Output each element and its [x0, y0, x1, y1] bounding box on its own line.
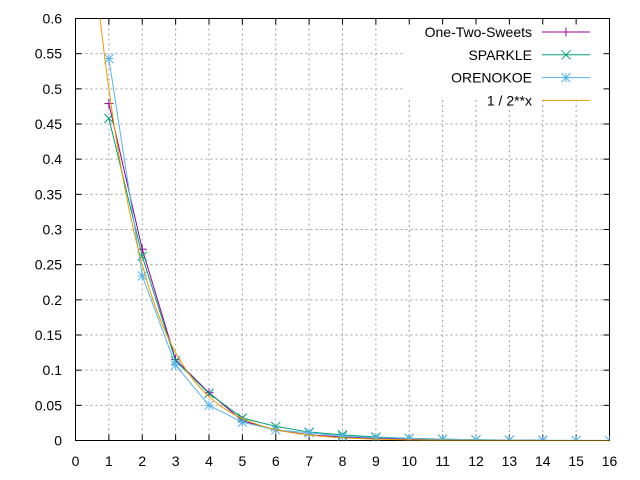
- data-point: [304, 427, 314, 438]
- marker-stroke: [204, 388, 214, 399]
- marker-stroke: [406, 433, 415, 441]
- x-tick-label: 6: [272, 453, 280, 469]
- marker-stroke: [204, 400, 214, 411]
- x-tick-label: 8: [339, 453, 347, 469]
- data-point: [204, 400, 214, 411]
- y-tick-label: 0.45: [35, 116, 62, 132]
- y-tick-label: 0.4: [43, 151, 63, 167]
- plot-area: [99, 18, 610, 441]
- y-tick-label: 0.25: [35, 257, 62, 273]
- data-point: [337, 431, 348, 441]
- marker-stroke: [304, 427, 314, 438]
- data-point: [371, 432, 381, 441]
- y-tick-label: 0.15: [35, 327, 62, 343]
- x-tick-label: 5: [238, 453, 246, 469]
- legend-marker: [561, 72, 571, 83]
- marker-stroke: [337, 431, 348, 441]
- data-point: [471, 434, 481, 441]
- legend-label: One-Two-Sweets: [425, 24, 532, 40]
- y-tick-label: 0.35: [35, 186, 62, 202]
- data-point: [170, 360, 181, 371]
- data-point: [104, 99, 114, 109]
- x-tick-label: 1: [105, 453, 113, 469]
- marker-stroke: [237, 417, 248, 428]
- marker-stroke: [561, 72, 571, 83]
- x-tick-label: 11: [435, 453, 450, 469]
- x-tick-label: 14: [535, 453, 551, 469]
- marker-stroke: [604, 435, 610, 441]
- marker-stroke: [170, 360, 181, 371]
- x-tick-label: 16: [602, 453, 618, 469]
- legend-label: 1 / 2**x: [487, 92, 532, 108]
- y-tick-label: 0.55: [35, 46, 62, 62]
- x-tick-label: 12: [468, 453, 484, 469]
- legend-marker: [561, 49, 571, 60]
- y-tick-label: 0.6: [43, 11, 63, 27]
- data-point: [204, 388, 214, 399]
- y-tick-label: 0.1: [43, 362, 63, 378]
- marker-stroke: [372, 432, 381, 441]
- series-line: [99, 18, 610, 441]
- grid: [75, 18, 610, 441]
- marker-stroke: [137, 271, 148, 281]
- x-tick-label: 15: [568, 453, 584, 469]
- legend: One-Two-Sweets SPARKLE ORENOKOE 1 / 2**x: [425, 24, 590, 108]
- x-tick-label: 2: [138, 453, 146, 469]
- x-tick-label: 10: [401, 453, 417, 469]
- y-tick-label: 0.3: [43, 222, 63, 238]
- y-tick-label: 0.5: [43, 81, 63, 97]
- x-tick-label: 13: [502, 453, 518, 469]
- marker-stroke: [104, 53, 114, 64]
- x-tick-label: 9: [372, 453, 380, 469]
- legend-label: SPARKLE: [468, 47, 532, 63]
- data-point: [237, 417, 248, 428]
- x-tick-label: 4: [205, 453, 213, 469]
- ticks: 0 1 2 3 4 5 6 7 8 9 10 11 12 13 14 15 1600.050.10.150.20…: [35, 11, 618, 470]
- series-group: [99, 18, 610, 441]
- y-tick-label: 0.05: [35, 397, 62, 413]
- marker-stroke: [561, 49, 571, 60]
- data-point: [437, 434, 448, 441]
- legend-marker: [561, 27, 571, 37]
- data-point: [137, 244, 147, 254]
- marker-stroke: [440, 434, 448, 441]
- data-point: [104, 113, 114, 124]
- y-tick-label: 0: [54, 433, 62, 449]
- legend-label: ORENOKOE: [451, 70, 532, 86]
- y-tick-label: 0.2: [43, 292, 63, 308]
- marker-stroke: [104, 113, 114, 124]
- data-point: [404, 433, 415, 441]
- data-point: [104, 53, 114, 64]
- x-tick-label: 0: [72, 453, 80, 469]
- x-tick-label: 7: [305, 453, 313, 469]
- marker-stroke: [474, 434, 481, 441]
- x-tick-label: 3: [172, 453, 180, 469]
